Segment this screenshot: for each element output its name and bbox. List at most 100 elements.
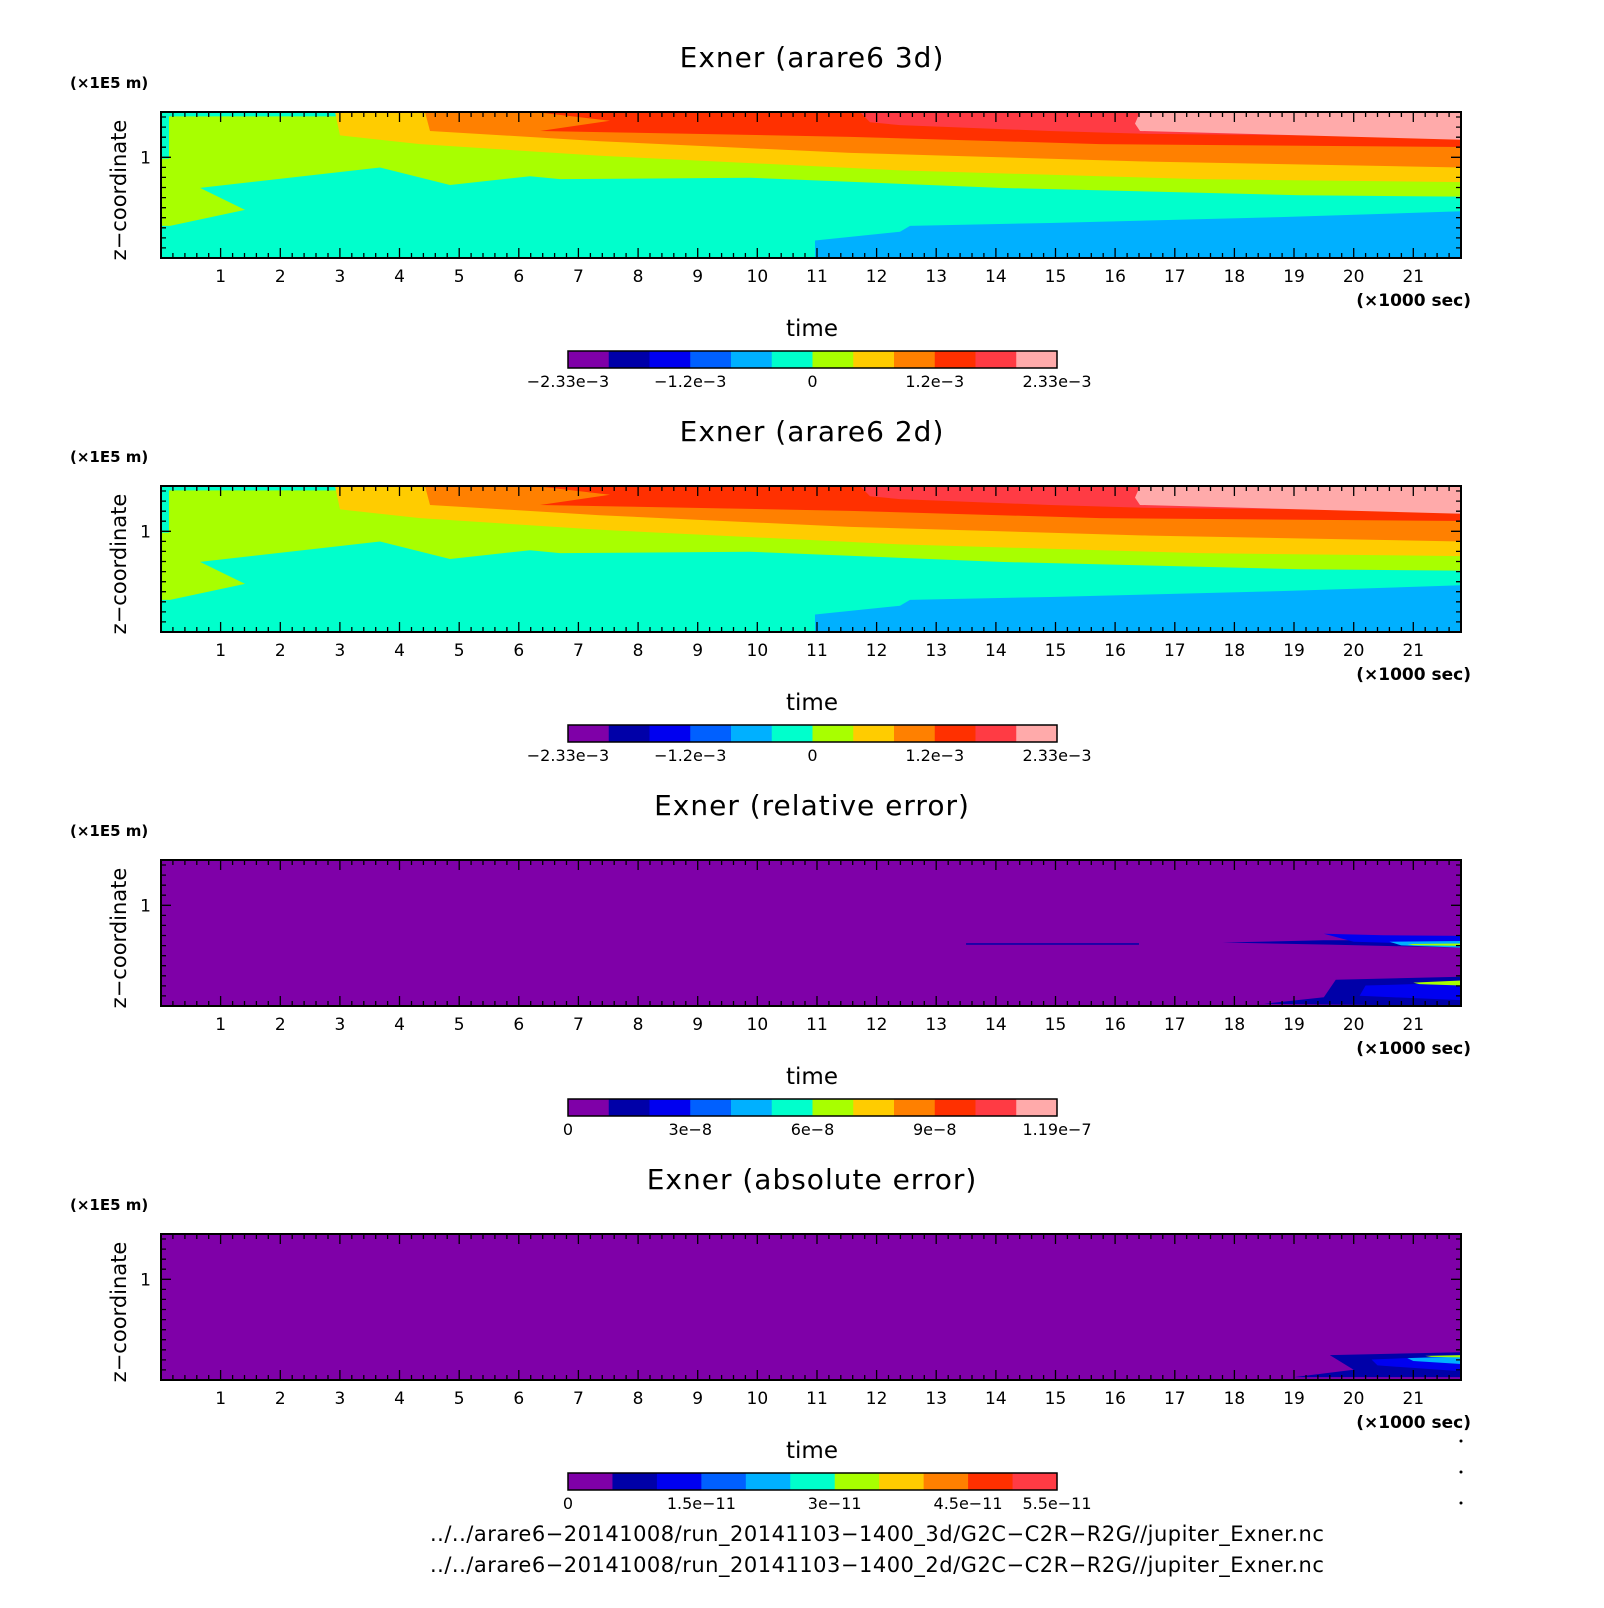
- x-tick-label: 2: [275, 1389, 286, 1409]
- chart-panel-2: Exner (arare6 2d)(×1E5 m)1 2 3 4 5 6 7 8 9 10 11 12…: [70, 415, 1471, 765]
- x-tick-label: 4: [394, 641, 405, 661]
- x-tick-label: 2: [275, 641, 286, 661]
- colorbar-label: 3e−8: [668, 1120, 712, 1139]
- chart-title: Exner (relative error): [654, 789, 970, 822]
- x-tick-label: 14: [985, 1389, 1007, 1409]
- field-band: [1425, 1355, 1461, 1358]
- x-tick-label: 9: [692, 1015, 703, 1035]
- y-axis-ticks: [161, 864, 1461, 997]
- colorbar-swatch: [608, 1099, 651, 1116]
- x-tick-label: 9: [692, 641, 703, 661]
- colorbar-frame: [567, 350, 1058, 369]
- x-tick-label: 21: [1402, 1015, 1424, 1035]
- x-tick-label: 8: [633, 1015, 644, 1035]
- colorbar-swatch: [1016, 351, 1058, 368]
- x-tick-label: 15: [1045, 1389, 1067, 1409]
- x-tick-label: 16: [1104, 267, 1126, 287]
- x-tick-label: 18: [1224, 1015, 1246, 1035]
- colorbar-label: 1.19e−7: [1022, 1120, 1091, 1139]
- chart-panel-1: Exner (arare6 3d)(×1E5 m)1 2 3 4 5 6 7 8 9 10 11 12…: [70, 41, 1471, 391]
- y-axis-label: z−coordinate: [107, 120, 131, 261]
- colorbar-frame: [567, 724, 1058, 743]
- x-tick-label: 9: [692, 267, 703, 287]
- x-tick-label: 3: [334, 1015, 345, 1035]
- x-tick-label: 17: [1164, 1389, 1186, 1409]
- field-band: [161, 112, 169, 159]
- y-tick-label: 1: [140, 1270, 151, 1290]
- x-tick-label: 17: [1164, 641, 1186, 661]
- x-tick-label: 1: [215, 641, 226, 661]
- plot-frame: [160, 485, 1462, 633]
- colorbar-label: 2.33e−3: [1022, 746, 1091, 765]
- colorbar-swatch: [731, 1099, 773, 1116]
- footer-file-path-3d: ../../arare6−20141008/run_20141103−1400_…: [430, 1522, 1325, 1546]
- x-tick-label: 15: [1045, 1015, 1067, 1035]
- field-band: [161, 860, 1461, 1006]
- x-tick-label: 13: [925, 267, 947, 287]
- colorbar-swatch: [568, 351, 610, 368]
- x-tick-label: 10: [747, 1389, 769, 1409]
- x-tick-label: 14: [985, 641, 1007, 661]
- colorbar-label: −1.2e−3: [654, 372, 726, 391]
- field-band: [815, 585, 1461, 632]
- x-tick-label: 6: [513, 641, 524, 661]
- x-tick-label: 2: [275, 1015, 286, 1035]
- x-tick-label: 20: [1343, 267, 1365, 287]
- colorbar-swatch: [690, 351, 732, 368]
- x-tick-label: 19: [1283, 641, 1305, 661]
- colorbar-swatch: [745, 1473, 791, 1490]
- x-tick-label: 11: [806, 1015, 828, 1035]
- colorbar-swatch: [731, 725, 773, 742]
- colorbar-label: 0: [563, 1120, 573, 1139]
- colorbar-swatch: [934, 725, 977, 742]
- x-axis-ticks: [172, 486, 1462, 632]
- colorbar-swatch: [612, 1473, 658, 1490]
- chart-title: Exner (absolute error): [647, 1163, 978, 1196]
- colorbar-swatch: [812, 725, 854, 742]
- x-tick-label: 5: [454, 1389, 465, 1409]
- x-tick-label: 21: [1402, 1389, 1424, 1409]
- colorbar-label: 1.2e−3: [905, 746, 964, 765]
- x-tick-label: 11: [806, 641, 828, 661]
- x-tick-label: 7: [573, 641, 584, 661]
- field-band: [1413, 980, 1461, 986]
- y-axis-ticks: [161, 1238, 1461, 1371]
- colorbar-swatch: [568, 1099, 610, 1116]
- x-axis-ticks: [172, 1234, 1462, 1380]
- x-tick-label: 6: [513, 267, 524, 287]
- x-tick-label: 1: [215, 267, 226, 287]
- x-tick-label: 6: [513, 1389, 524, 1409]
- x-tick-label: 17: [1164, 1015, 1186, 1035]
- field-band: [1407, 1356, 1461, 1364]
- field-band: [1359, 982, 1461, 1001]
- colorbar-label: 9e−8: [913, 1120, 957, 1139]
- field-band: [1135, 486, 1461, 514]
- x-tick-label: 3: [334, 267, 345, 287]
- x-tick-label: 3: [334, 1389, 345, 1409]
- x-tick-label: 15: [1045, 267, 1067, 287]
- colorbar-label: 3e−11: [808, 1494, 862, 1513]
- y-axis-ticks: [161, 490, 1461, 623]
- chart-title: Exner (arare6 3d): [680, 41, 945, 74]
- x-tick-label: 7: [573, 267, 584, 287]
- x-tick-label: 7: [573, 1015, 584, 1035]
- x-tick-label: 11: [806, 1389, 828, 1409]
- footer-file-path-2d: ../../arare6−20141008/run_20141103−1400_…: [430, 1553, 1325, 1577]
- x-tick-label: 16: [1104, 1015, 1126, 1035]
- colorbar-swatch: [1016, 725, 1058, 742]
- x-tick-label: 13: [925, 641, 947, 661]
- colorbar-label: 1.5e−11: [667, 1494, 736, 1513]
- colorbar-swatch: [879, 1473, 925, 1490]
- colorbar-swatch: [790, 1473, 836, 1490]
- plot-frame: [160, 1233, 1462, 1381]
- colorbar-swatch: [975, 1099, 1017, 1116]
- x-tick-label: 9: [692, 1389, 703, 1409]
- colorbar-swatch: [834, 1473, 880, 1490]
- colorbar-label: 2.33e−3: [1022, 372, 1091, 391]
- colorbar-swatch: [934, 1099, 977, 1116]
- x-tick-label: 5: [454, 1015, 465, 1035]
- colorbar-label: −1.2e−3: [654, 746, 726, 765]
- plot-frame: [160, 859, 1462, 1007]
- colorbar-swatch: [649, 1099, 691, 1116]
- y-axis-unit: (×1E5 m): [70, 448, 148, 466]
